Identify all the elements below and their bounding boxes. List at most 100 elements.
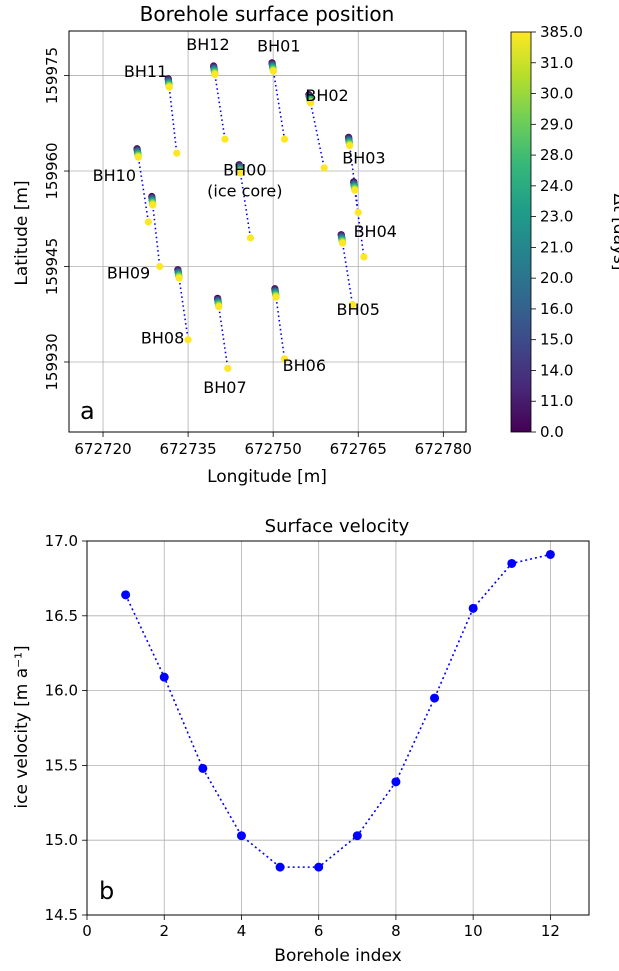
marker-end-bh00 (246, 234, 255, 242)
panel-a-x-tick-label: 672720 (74, 440, 131, 458)
velocity-point (430, 693, 440, 703)
colorbar-label: Δt [days] (609, 193, 619, 270)
displacement-line-bh05 (340, 234, 354, 305)
panel-a-x-tick-label: 672750 (245, 440, 302, 458)
marker-end-bh01 (280, 135, 289, 143)
panel-b-x-axis-label: Borehole index (274, 946, 401, 966)
panel-b-x-tick-label: 2 (159, 922, 169, 940)
marker-bh05 (338, 239, 347, 247)
displacement-line-bh04 (352, 181, 365, 258)
marker-bh06 (272, 293, 280, 301)
borehole-label: BH08 (141, 329, 184, 348)
panel-b-y-tick-label: 16.0 (45, 682, 78, 700)
panel-b-y-tick-label: 14.5 (45, 906, 78, 924)
panel-b-x-tick-label: 0 (82, 922, 92, 940)
marker-end-bh02 (320, 164, 328, 172)
panel-b-y-axis-label: ice velocity [m a⁻¹] (12, 645, 32, 808)
borehole-label: BH00 (223, 160, 266, 179)
marker-end-bh03 (354, 208, 362, 217)
colorbar-tick-label: 20.0 (540, 269, 573, 287)
panel-a-y-tick-label: 159930 (43, 333, 61, 390)
marker-end-bh10 (144, 218, 152, 226)
velocity-point (121, 590, 131, 600)
marker-bh00 (236, 169, 245, 177)
marker-bh07 (215, 303, 223, 311)
panel-a-gridlines (69, 31, 466, 432)
displacement-line-bh12 (212, 65, 226, 140)
marker-bh11 (165, 83, 173, 91)
velocity-point (352, 831, 362, 841)
borehole-label: BH11 (124, 62, 167, 81)
panel-b-title: Surface velocity (265, 516, 410, 537)
panel-a-y-axis-label: Latitude [m] (12, 180, 32, 285)
colorbar-tick-label: 31.0 (540, 54, 573, 72)
colorbar-tick-label: 385.0 (540, 23, 583, 41)
marker-bh12 (211, 70, 219, 79)
panel-b-x-tick-label: 4 (237, 922, 247, 940)
panel-a-axes-frame (68, 30, 467, 433)
displacement-line-bh02 (308, 94, 325, 169)
panel-b-x-tick-label: 6 (314, 922, 324, 940)
marker-bh01 (269, 67, 278, 75)
panel-a-y-tick-label: 159960 (43, 142, 61, 199)
panel-a-x-ticks: 672720 672735 672750 672765 672780 (74, 432, 472, 458)
panel-b-x-tick-label: 8 (391, 922, 401, 940)
panel-a-letter: a (80, 397, 95, 425)
borehole-label: BH02 (305, 86, 348, 105)
velocity-point (545, 549, 555, 559)
colorbar-tick-label: 29.0 (540, 115, 573, 133)
velocity-point (236, 831, 246, 841)
colorbar-gradient (510, 31, 532, 433)
marker-end-bh08 (184, 336, 192, 344)
displacement-line-bh08 (177, 269, 189, 340)
marker-end-bh05 (348, 301, 357, 309)
panel-b-x-tick-label: 10 (464, 922, 483, 940)
panel-a-x-tick-label: 672765 (330, 440, 387, 458)
panel-b-axes-frame (86, 540, 590, 916)
marker-bh08 (175, 274, 183, 282)
panel-b-y-tick-label: 15.5 (45, 756, 78, 774)
panel-b-y-ticks: 14.5 15.0 15.5 16.0 16.5 17.0 (45, 532, 87, 924)
colorbar-tick-label: 15.0 (540, 331, 573, 349)
displacement-line-bh11 (167, 78, 178, 154)
borehole-label: BH03 (342, 148, 385, 167)
marker-end-bh04 (360, 253, 368, 261)
marker-end-bh09 (156, 262, 164, 271)
borehole-label: BH01 (257, 36, 300, 55)
marker-bh09 (149, 201, 157, 209)
colorbar-tick-label: 14.0 (540, 361, 573, 379)
marker-bh10 (134, 153, 142, 161)
marker-end-bh11 (173, 149, 181, 157)
colorbar-ticks: 0.0 11.0 14.0 15.0 16.0 20.0 21.0 23.0 24.0 28.0 2… (531, 23, 583, 441)
panel-a-y-tick-label: 159945 (43, 238, 61, 295)
displacement-line-bh09 (151, 196, 161, 267)
colorbar-tick-label: 0.0 (540, 423, 564, 441)
panel-a-y-ticks: 159930 159945 159960 159975 (43, 47, 69, 391)
velocity-point (391, 777, 401, 787)
borehole-position-panel: Borehole surface position BH12 BH01BH11BH… (12, 2, 472, 487)
displacement-line-bh06 (274, 288, 286, 359)
panel-b-gridlines (86, 540, 589, 916)
panel-a-title: Borehole surface position (140, 2, 395, 26)
colorbar-tick-label: 11.0 (540, 392, 573, 410)
borehole-label: BH06 (283, 356, 326, 375)
panel-b-y-tick-label: 15.0 (45, 831, 78, 849)
velocity-series-line (124, 553, 551, 868)
colorbar-tick-label: 28.0 (540, 146, 573, 164)
marker-end-bh07 (224, 364, 232, 372)
panel-b-letter: b (99, 877, 114, 905)
panel-a-x-axis-label: Longitude [m] (207, 467, 327, 487)
borehole-label: BH09 (107, 264, 150, 283)
panel-b-y-tick-label: 16.5 (45, 607, 78, 625)
borehole-labels: BH12 BH01 BH11 BH02 BH03 BH00 (ice core) BH10 BH… (93, 35, 397, 397)
panel-a-x-tick-label: 672780 (415, 440, 472, 458)
velocity-point (198, 763, 208, 773)
colorbar-tick-label: 30.0 (540, 85, 573, 103)
marker-bh03 (346, 142, 354, 150)
colorbar-tick-label: 21.0 (540, 238, 573, 256)
marker-bh04 (351, 186, 359, 194)
colorbar-tick-label: 24.0 (540, 177, 573, 195)
velocity-point (275, 862, 285, 872)
surface-velocity-panel: Surface velocity 0 2 4 6 8 10 12 14.515.015.51… (12, 516, 590, 966)
panel-a-y-tick-label: 159975 (43, 47, 61, 104)
